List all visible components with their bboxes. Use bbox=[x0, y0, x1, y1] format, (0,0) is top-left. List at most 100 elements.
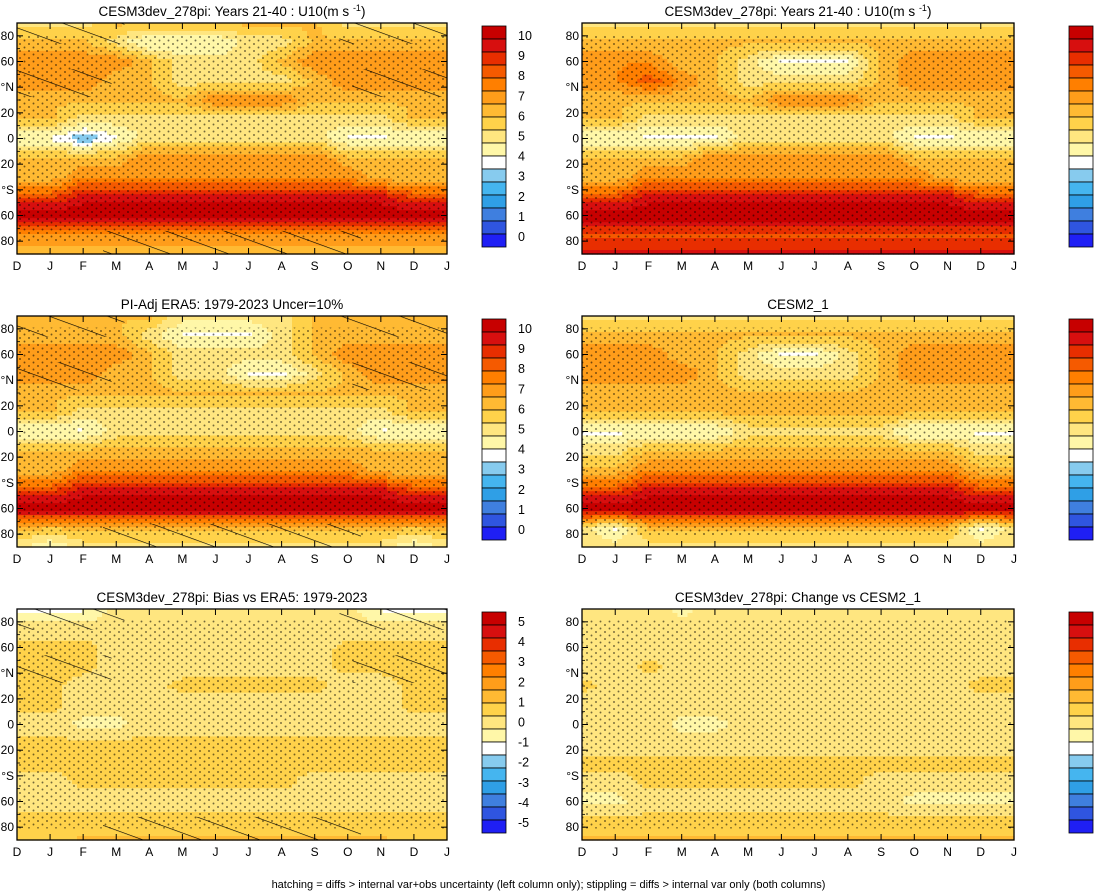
heatmap-cell bbox=[267, 23, 273, 28]
heatmap-cell bbox=[242, 26, 248, 32]
heatmap-cell bbox=[242, 23, 248, 28]
heatmap-cell bbox=[237, 23, 243, 28]
heatmap-cell bbox=[137, 30, 143, 36]
heatmap-cell bbox=[237, 30, 243, 36]
heatmap-cell bbox=[192, 26, 198, 32]
heatmap-cell bbox=[332, 30, 338, 36]
heatmap-cell bbox=[322, 23, 328, 28]
heatmap-cell bbox=[312, 30, 318, 36]
heatmap-cell bbox=[122, 26, 128, 32]
heatmap-cell bbox=[192, 30, 198, 36]
heatmap-cell bbox=[302, 26, 308, 32]
heatmap-cell bbox=[202, 23, 208, 28]
heatmap-cell bbox=[62, 242, 68, 247]
heatmap-cell bbox=[32, 246, 38, 251]
x-tick-label: D bbox=[13, 259, 22, 273]
heatmap-cell bbox=[97, 246, 103, 251]
heatmap-cell bbox=[207, 26, 213, 32]
heatmap-cell bbox=[197, 26, 203, 32]
heatmap-cell bbox=[292, 23, 298, 28]
heatmap-cell bbox=[182, 30, 188, 36]
stippling-overlay bbox=[17, 34, 447, 243]
heatmap-cell bbox=[17, 242, 23, 247]
heatmap-cell bbox=[132, 26, 138, 32]
heatmap-cell bbox=[222, 26, 228, 32]
heatmap-cell bbox=[437, 242, 443, 247]
heatmap-cell bbox=[262, 30, 268, 36]
heatmap-cell bbox=[137, 26, 143, 32]
x-tick-label: J bbox=[246, 259, 252, 273]
heatmap-cell bbox=[402, 246, 408, 251]
heatmap-cell bbox=[187, 30, 193, 36]
heatmap-cell bbox=[252, 26, 258, 32]
heatmap-cell bbox=[257, 30, 263, 36]
heatmap-cell bbox=[172, 26, 178, 32]
heatmap-cell bbox=[122, 30, 128, 36]
hatch-region bbox=[103, 230, 361, 254]
heatmap-cell bbox=[222, 30, 228, 36]
heatmap-cell bbox=[247, 30, 253, 36]
heatmap-cell bbox=[197, 30, 203, 36]
heatmap-cell bbox=[212, 26, 218, 32]
heatmap-cell bbox=[327, 30, 333, 36]
x-tick-label: J bbox=[47, 259, 53, 273]
heatmap-cell bbox=[152, 30, 158, 36]
heatmap-cell bbox=[317, 23, 323, 28]
heatmap-cell bbox=[252, 23, 258, 28]
hatch-region bbox=[17, 23, 125, 44]
heatmap-cell bbox=[377, 242, 383, 247]
heatmap-cell bbox=[72, 242, 78, 247]
heatmap-cell bbox=[297, 23, 303, 28]
heatmap-cell bbox=[287, 26, 293, 32]
heatmap-cell bbox=[162, 26, 168, 32]
heatmap-cell bbox=[392, 246, 398, 251]
heatmap-cell bbox=[57, 242, 63, 247]
heatmap-cell bbox=[367, 246, 373, 251]
heatmap-cell bbox=[82, 242, 88, 247]
heatmap-cell bbox=[317, 26, 323, 32]
heatmap-cell bbox=[302, 23, 308, 28]
x-tick-label: A bbox=[278, 259, 286, 273]
heatmap-cell bbox=[232, 26, 238, 32]
heatmap-cell bbox=[397, 246, 403, 251]
heatmap-cell bbox=[432, 246, 438, 251]
heatmap-cell bbox=[92, 246, 98, 251]
heatmap-cell bbox=[422, 246, 428, 251]
heatmap-cell bbox=[322, 30, 328, 36]
heatmap-cell bbox=[72, 246, 78, 251]
heatmap-cell bbox=[382, 246, 388, 251]
heatmap-cell bbox=[67, 246, 73, 251]
heatmap-cell bbox=[152, 26, 158, 32]
heatmap-cell bbox=[387, 242, 393, 247]
heatmap-cell bbox=[257, 26, 263, 32]
x-tick-label: S bbox=[311, 259, 319, 273]
heatmap-cell bbox=[77, 246, 83, 251]
heatmap-cell bbox=[262, 23, 268, 28]
heatmap-cell bbox=[137, 23, 143, 28]
heatmap-cell bbox=[42, 246, 48, 251]
heatmap-cell bbox=[212, 30, 218, 36]
heatmap-cell bbox=[307, 23, 313, 28]
heatmap-cell bbox=[277, 23, 283, 28]
heatmap-cell bbox=[362, 246, 368, 251]
heatmap-cell bbox=[37, 242, 43, 247]
heatmap-cell bbox=[187, 26, 193, 32]
heatmap-cell bbox=[222, 23, 228, 28]
heatmap-cell bbox=[412, 242, 418, 247]
heatmap-cell bbox=[207, 30, 213, 36]
heatmap-cell bbox=[252, 30, 258, 36]
heatmap-cell bbox=[327, 23, 333, 28]
heatmap-cell bbox=[367, 242, 373, 247]
heatmap-cell bbox=[277, 26, 283, 32]
heatmap-cell bbox=[282, 26, 288, 32]
heatmap-cell bbox=[202, 30, 208, 36]
heatmap-cell bbox=[127, 26, 133, 32]
heatmap-cell bbox=[37, 246, 43, 251]
heatmap-cell bbox=[427, 246, 433, 251]
heatmap-cell bbox=[172, 23, 178, 28]
heatmap-cell bbox=[407, 246, 413, 251]
x-tick-label: O bbox=[343, 259, 352, 273]
heatmap-cell bbox=[372, 242, 378, 247]
heatmap-cell bbox=[332, 23, 338, 28]
